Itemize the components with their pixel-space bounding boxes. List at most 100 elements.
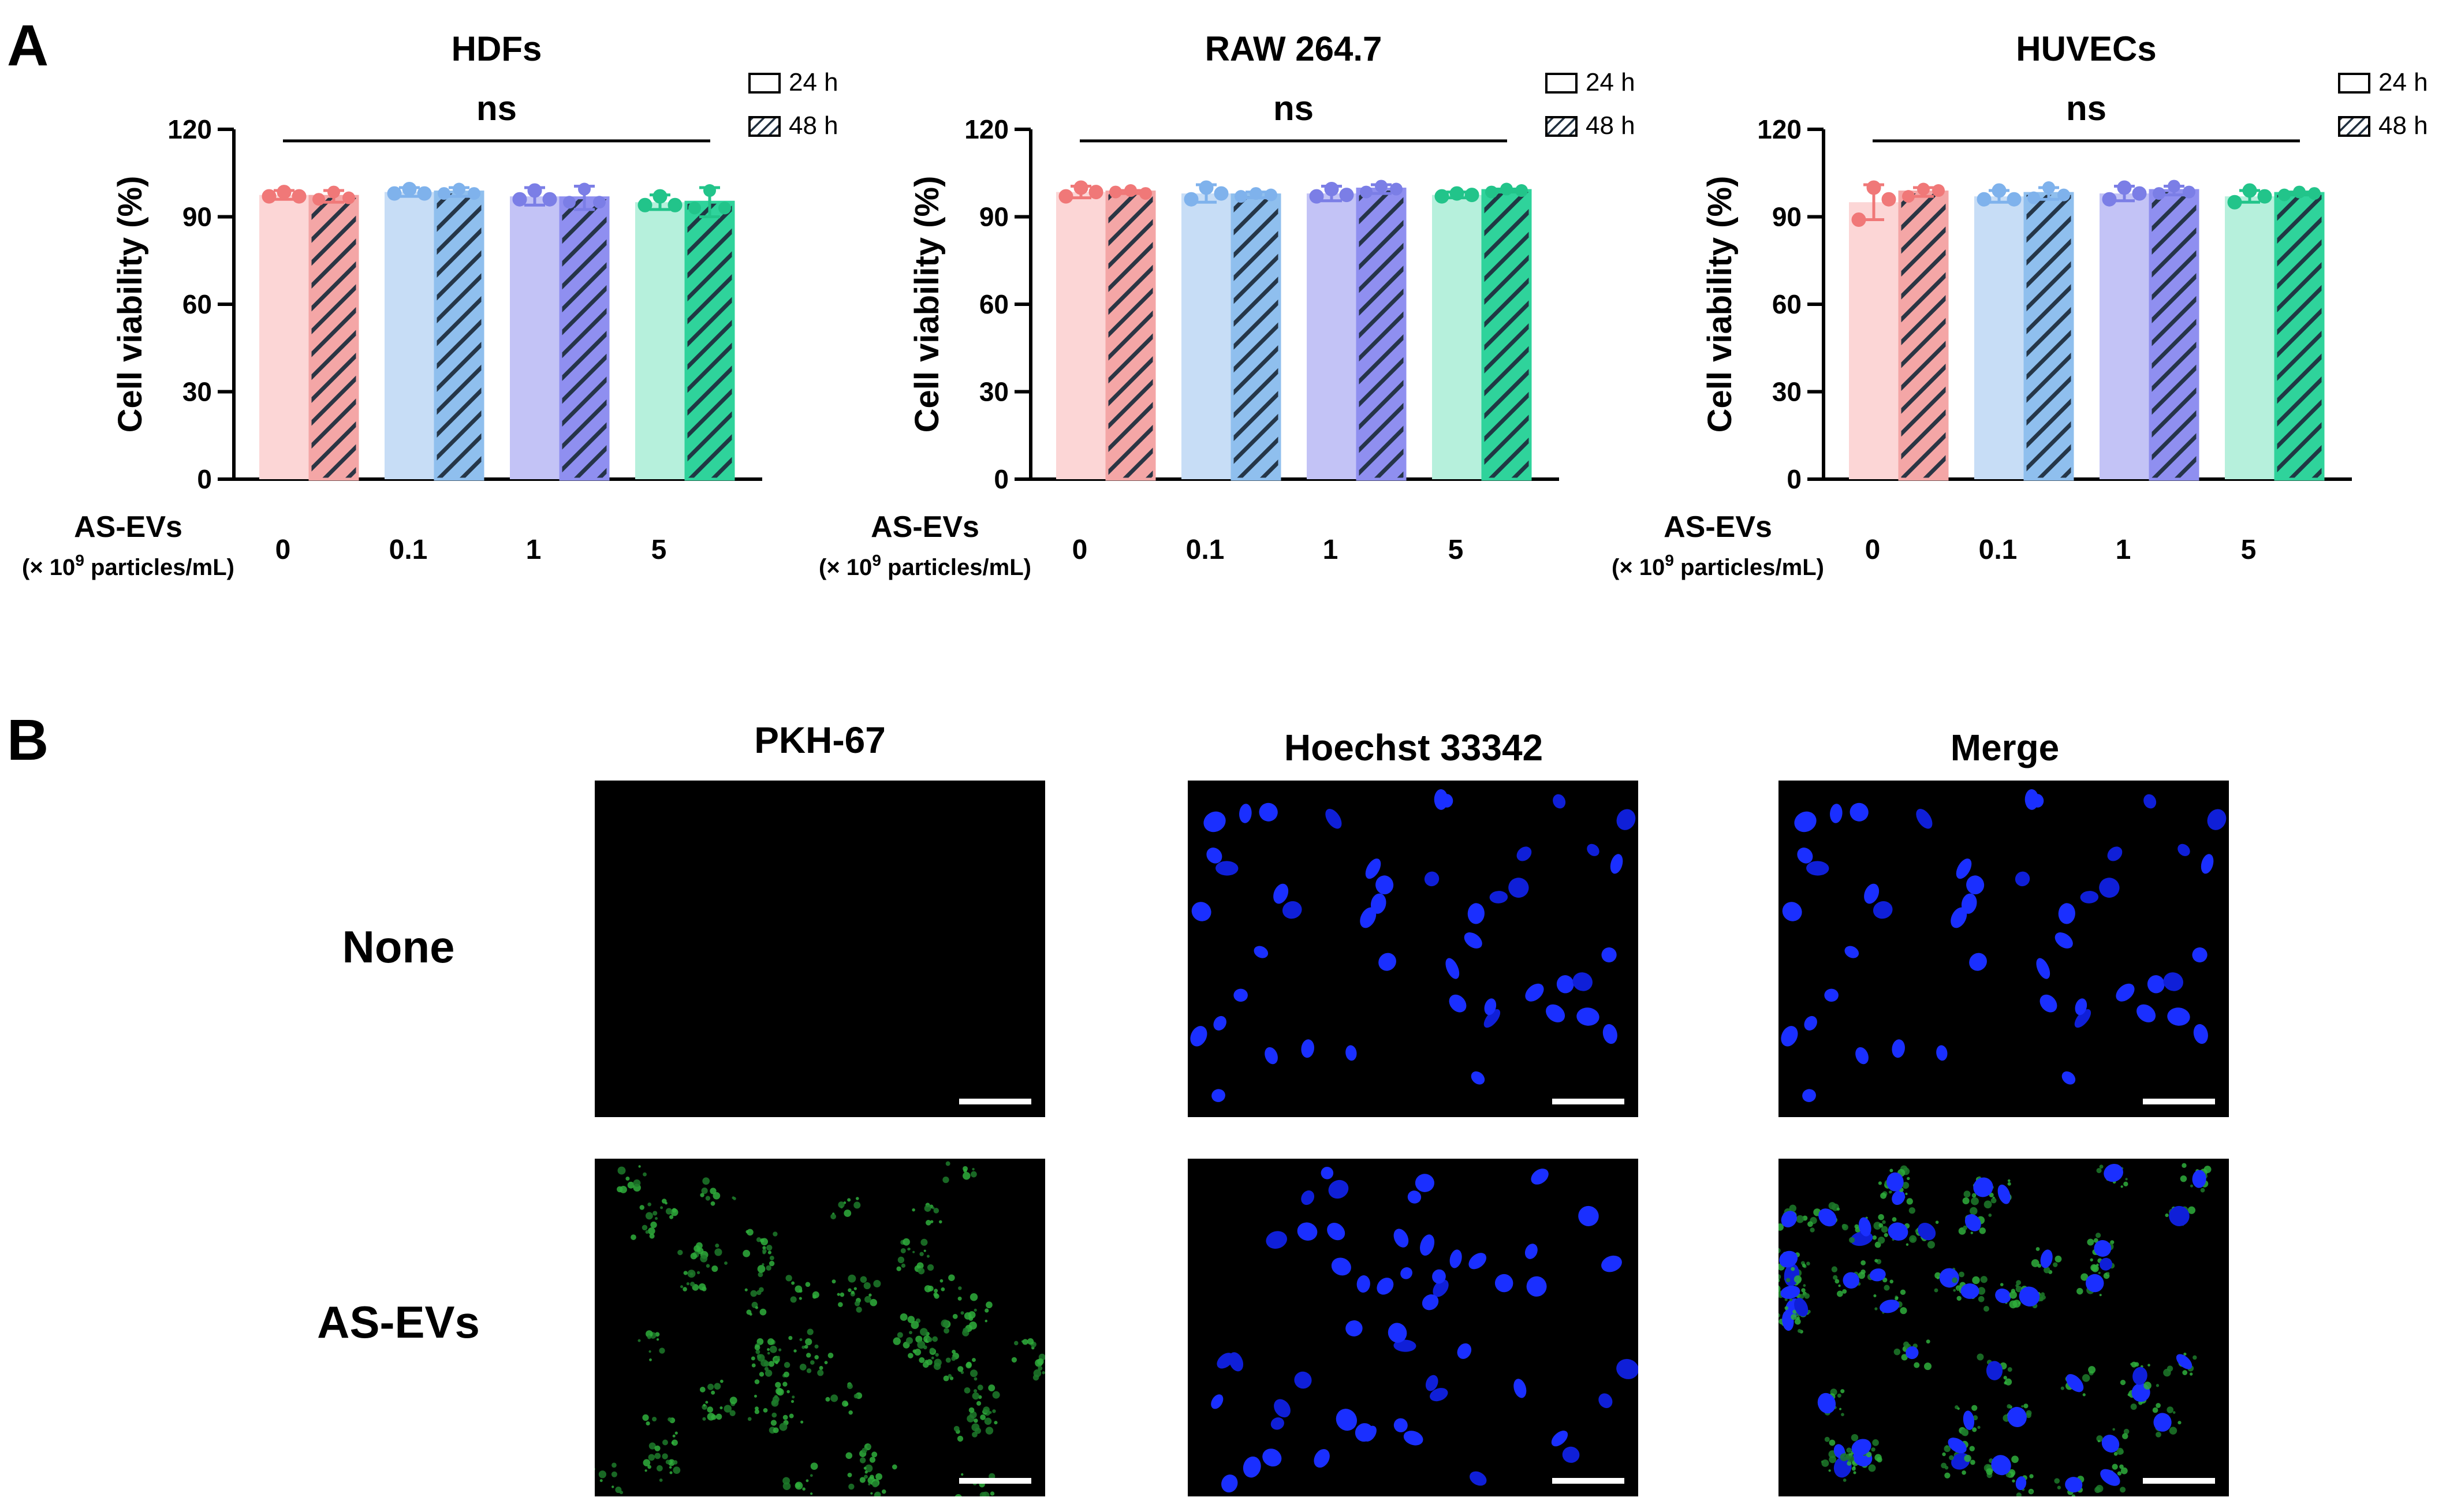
- pkh67-speck: [1944, 1445, 1951, 1453]
- nucleus: [1551, 1430, 1568, 1447]
- nucleus: [2107, 846, 2123, 861]
- pkh67-speck: [760, 1238, 765, 1243]
- nucleus: [1259, 802, 1278, 822]
- pkh67-speck: [2095, 1484, 2104, 1492]
- pkh67-speck: [642, 1224, 648, 1231]
- pkh67-speck: [1866, 1451, 1872, 1458]
- nucleus: [1262, 1448, 1282, 1467]
- pkh67-speck: [933, 1362, 941, 1370]
- pkh67-speck: [2082, 1393, 2086, 1397]
- data-point: [2242, 183, 2257, 198]
- scale-bar: [1552, 1099, 1624, 1104]
- pkh67-speck: [1979, 1227, 1986, 1234]
- pkh67-speck: [699, 1387, 706, 1392]
- y-tick-label: 60: [182, 289, 212, 319]
- x-axis-label: AS-EVs: [74, 510, 182, 544]
- pkh67-speck: [680, 1285, 684, 1289]
- nucleus: [1916, 808, 1933, 829]
- pkh67-speck: [935, 1353, 939, 1357]
- pkh67-speck: [958, 1286, 962, 1290]
- nucleus: [2167, 1007, 2190, 1026]
- data-point: [1917, 182, 1930, 196]
- nucleus: [1610, 854, 1623, 874]
- pkh67-speck: [756, 1354, 762, 1359]
- data-point: [2153, 187, 2165, 200]
- pkh67-speck: [659, 1347, 665, 1354]
- nucleus: [1375, 875, 1394, 895]
- pkh67-speck: [970, 1293, 978, 1301]
- pkh67-speck: [2093, 1238, 2098, 1243]
- pkh67-speck: [1900, 1289, 1906, 1296]
- data-point: [262, 189, 277, 204]
- pkh67-speck: [864, 1470, 868, 1474]
- nucleus: [2104, 1163, 2123, 1182]
- data-point: [417, 186, 432, 201]
- pkh67-speck: [1851, 1466, 1856, 1471]
- pkh67-speck: [2156, 1384, 2160, 1387]
- pkh67-speck: [1907, 1177, 1910, 1181]
- pkh67-speck: [912, 1250, 915, 1253]
- pkh67-speck: [1874, 1241, 1881, 1248]
- pkh67-speck: [1972, 1427, 1977, 1432]
- nucleus: [1524, 1244, 1538, 1259]
- pkh67-speck: [930, 1220, 934, 1223]
- pkh67-speck: [2003, 1376, 2007, 1380]
- pkh67-speck: [672, 1434, 676, 1438]
- pkh67-speck: [933, 1292, 938, 1297]
- nucleus: [1886, 1172, 1904, 1192]
- pkh67-speck: [701, 1187, 708, 1194]
- pkh67-speck: [1796, 1316, 1800, 1320]
- pkh67-speck: [1799, 1294, 1804, 1300]
- chart-title: HUVECs: [2016, 29, 2156, 68]
- bar-0.1-24h: [1974, 196, 2024, 479]
- pkh67-speck: [2023, 1403, 2029, 1409]
- data-point: [2227, 195, 2242, 210]
- pkh67-speck: [827, 1353, 834, 1358]
- bar-hatch: [685, 202, 734, 479]
- nucleus: [2176, 1354, 2193, 1369]
- pkh67-speck: [2123, 1428, 2130, 1435]
- pkh67-speck: [643, 1172, 647, 1177]
- pkh67-speck: [1878, 1214, 1884, 1220]
- micrograph-asevs-hoechst: [1188, 1159, 1638, 1496]
- pkh67-speck: [792, 1395, 795, 1399]
- pkh67-speck: [2120, 1487, 2126, 1493]
- pkh67-speck: [733, 1197, 736, 1200]
- nucleus: [1393, 1418, 1408, 1432]
- pkh67-speck: [1840, 1453, 1848, 1462]
- nucleus: [1206, 848, 1222, 864]
- nucleus: [1855, 1047, 1869, 1065]
- pkh67-speck: [648, 1454, 655, 1461]
- data-point: [327, 185, 340, 199]
- pkh67-speck: [1789, 1204, 1797, 1212]
- pkh67-speck: [2125, 1178, 2128, 1181]
- pkh67-speck: [863, 1466, 867, 1470]
- pkh67-speck: [854, 1301, 860, 1306]
- pkh67-speck: [817, 1369, 824, 1376]
- pkh67-speck: [934, 1289, 938, 1293]
- nucleus: [1356, 1275, 1370, 1293]
- nucleus: [1782, 902, 1802, 921]
- x-tick-label: 5: [1448, 535, 1464, 565]
- pkh67-speck: [1924, 1362, 1932, 1371]
- pkh67-speck: [2180, 1175, 2187, 1182]
- pkh67-speck: [972, 1392, 980, 1400]
- chart-2: HUVECs ns 24 h 48 h 0 30 60 90 120 Cell viability…: [1612, 29, 2428, 580]
- pkh67-speck: [868, 1293, 872, 1297]
- pkh67-speck: [954, 1494, 962, 1496]
- pkh67-speck: [1927, 1241, 1936, 1249]
- pkh67-speck: [926, 1255, 930, 1258]
- nucleus: [1467, 903, 1485, 924]
- pkh67-speck: [758, 1272, 763, 1278]
- pkh67-speck: [729, 1410, 736, 1416]
- pkh67-speck: [907, 1316, 915, 1323]
- pkh67-speck: [639, 1205, 644, 1210]
- pkh67-speck: [768, 1361, 775, 1367]
- data-point: [1250, 187, 1262, 200]
- pkh67-speck: [711, 1390, 715, 1395]
- nucleus: [1794, 1298, 1809, 1317]
- nucleus: [1830, 804, 1843, 823]
- nucleus: [1191, 902, 1211, 921]
- pkh67-speck: [2007, 1179, 2011, 1182]
- pkh67-speck: [2163, 1368, 2171, 1377]
